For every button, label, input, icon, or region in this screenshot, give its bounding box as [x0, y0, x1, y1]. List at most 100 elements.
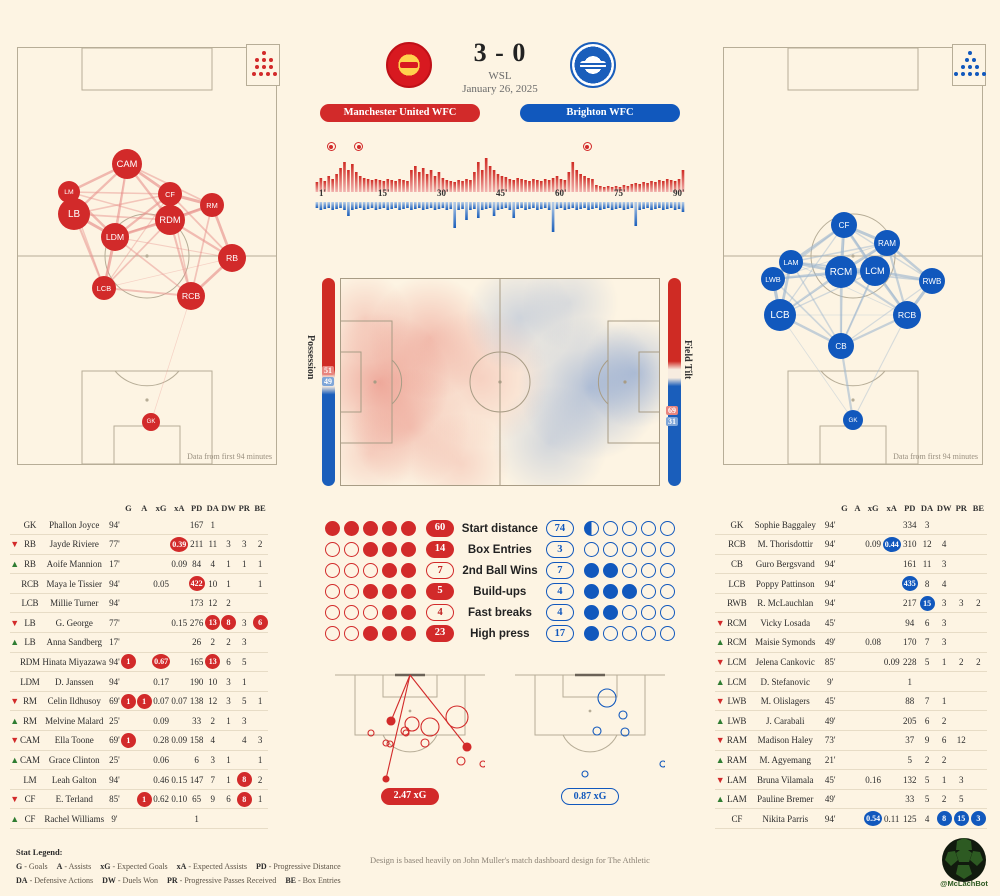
stat-be: 1	[252, 789, 268, 810]
table-row[interactable]: ▼ RB Jayde Riviere 77' 0.39 211 11 3 3 2	[10, 534, 268, 555]
table-row[interactable]: ▲ LB Anna Sandberg 17' 26 2 2 3	[10, 632, 268, 653]
comparison-dot	[363, 584, 378, 599]
table-row[interactable]: ▼ CAM Ella Toone 69' 1 0.28 0.09 158 4 4 3	[10, 730, 268, 751]
stat-g	[837, 632, 852, 653]
player-name: Anna Sandberg	[40, 632, 109, 653]
stat-pd: 228	[900, 652, 919, 673]
player-name: Maisie Symonds	[748, 632, 823, 653]
stat-xa: 0.44	[882, 534, 901, 555]
table-row[interactable]: LCB Millie Turner 94' 173 12 2	[10, 593, 268, 614]
comparison-label: 2nd Ball Wins	[462, 564, 538, 577]
stat-xg	[152, 808, 171, 829]
stat-be	[252, 710, 268, 732]
formation-dot	[961, 72, 965, 76]
table-header-pd: PD	[190, 503, 203, 513]
stat-da: 12	[204, 691, 221, 712]
table-header-spacer	[10, 503, 19, 515]
stat-be: 2	[969, 593, 987, 614]
sub-down-icon: ▼	[10, 612, 20, 634]
table-row[interactable]: ▲ RB Aoife Mannion 17' 0.09 84 4 1 1 1	[10, 554, 268, 575]
table-row[interactable]: ▲ RCM Maisie Symonds 49' 0.08 170 7 3	[715, 632, 987, 653]
comparison-dot	[363, 521, 378, 536]
minutes-played: 69'	[108, 691, 121, 712]
stat-xg	[152, 515, 171, 536]
comparison-dot	[603, 521, 618, 536]
table-header-xg: xG	[155, 503, 167, 513]
comparison-label: High press	[470, 627, 530, 640]
formation-dot	[975, 65, 979, 69]
table-row[interactable]: ▼ LB G. George 77' 0.15 276 13 8 3 6	[10, 612, 268, 634]
stat-pr	[236, 593, 253, 614]
field-tilt-away-value: 31	[666, 417, 678, 426]
stat-pd: 1	[900, 671, 919, 692]
table-row[interactable]: ▼ RAM Madison Haley 73' 37 9 6 12	[715, 730, 987, 751]
comparison-dot	[660, 542, 675, 557]
sub-down-icon: ▼	[715, 769, 726, 790]
stat-xa	[882, 573, 901, 594]
player-name: Poppy Pattinson	[748, 573, 823, 594]
stat-da: 4	[204, 730, 221, 751]
table-row[interactable]: ▲ RAM M. Agyemang 21' 5 2 2	[715, 750, 987, 771]
table-header-spacer	[822, 503, 838, 515]
network-node-rcb: RCB	[177, 282, 205, 310]
field-tilt-bar	[668, 278, 681, 486]
away-crest-icon	[570, 42, 616, 88]
table-row[interactable]: ▼ LWB M. Olislagers 45' 88 7 1	[715, 691, 987, 712]
stat-pr	[952, 534, 970, 555]
stat-a	[851, 769, 864, 790]
player-name: Nikita Parris	[748, 808, 823, 829]
stat-dw: 4	[935, 534, 953, 555]
table-row[interactable]: GK Sophie Baggaley 94' 334 3	[715, 515, 987, 536]
sub-down-icon: ▼	[715, 652, 726, 673]
table-row[interactable]: ▼ LAM Bruna Vilamala 45' 0.16 132 5 1 3	[715, 769, 987, 790]
comparison-dot	[344, 626, 359, 641]
table-row[interactable]: ▲ CAM Grace Clinton 25' 0.06 6 3 1 1	[10, 750, 268, 771]
stat-a	[851, 515, 864, 536]
stat-pr: 8	[236, 789, 253, 810]
stat-pd: 276	[188, 612, 205, 634]
table-row[interactable]: LM Leah Galton 94' 0.46 0.15 147 7 1 8 2	[10, 769, 268, 790]
network-node-rcm: RCM	[825, 256, 857, 288]
stat-a	[851, 593, 864, 614]
stat-dw: 1	[220, 769, 237, 790]
table-row[interactable]: CF Nikita Parris 94' 0.54 0.11 125 4 8 15 3	[715, 808, 987, 829]
player-name: Madison Haley	[748, 730, 823, 751]
table-row[interactable]: RCB M. Thorisdottir 94' 0.09 0.44 310 12 4	[715, 534, 987, 555]
table-row[interactable]: ▲ LCM D. Stefanovic 9' 1	[715, 671, 987, 692]
table-row[interactable]: ▼ RM Celin Ildhusoy 69' 1 1 0.07 0.07 138 12 3 5 1	[10, 691, 268, 712]
comparison-dot	[325, 563, 340, 578]
comparison-dot	[344, 542, 359, 557]
table-row[interactable]: GK Phallon Joyce 94' 167 1	[10, 515, 268, 536]
player-name: Guro Bergsvand	[748, 554, 823, 575]
player-position: LM	[19, 769, 41, 790]
comparison-dot	[622, 584, 637, 599]
stat-dw: 6	[220, 789, 237, 810]
comparison-dot	[382, 542, 397, 557]
table-row[interactable]: ▼ RCM Vicky Losada 45' 94 6 3	[715, 612, 987, 634]
table-row[interactable]: CB Guro Bergsvand 94' 161 11 3	[715, 554, 987, 575]
scoreline: 3 - 0	[473, 38, 527, 67]
network-node-ram: RAM	[874, 230, 900, 256]
legend-entry-da: DA - Defensive Actions	[16, 875, 94, 885]
table-row[interactable]: LDM D. Janssen 94' 0.17 190 10 3 1	[10, 671, 268, 692]
home-stat-value: 4	[426, 604, 455, 621]
table-row[interactable]: ▲ RM Melvine Malard 25' 0.09 33 2 1 3	[10, 710, 268, 732]
player-position: RCB	[725, 534, 749, 555]
minutes-played: 45'	[822, 769, 838, 790]
table-row[interactable]: RDM Hinata Miyazawa 94' 1 0.67 165 13 6 5	[10, 652, 268, 673]
formation-dot	[262, 58, 266, 62]
table-header-pr: PR	[955, 503, 967, 513]
comparison-dot	[584, 605, 600, 620]
table-row[interactable]: ▼ CF E. Terland 85' 1 0.62 0.10 65 9 6 8 1	[10, 789, 268, 810]
table-row[interactable]: RWB R. McLauchlan 94' 217 15 3 3 2	[715, 593, 987, 614]
stat-a	[851, 652, 864, 673]
away-network-note: Data from first 94 minutes	[893, 452, 978, 461]
table-row[interactable]: ▲ CF Rachel Williams 9' 1	[10, 808, 268, 829]
stat-be	[969, 612, 987, 634]
table-row[interactable]: ▲ LWB J. Carabali 49' 205 6 2	[715, 710, 987, 732]
table-row[interactable]: ▼ LCM Jelena Cankovic 85' 0.09 228 5 1 2 2	[715, 652, 987, 673]
table-row[interactable]: LCB Poppy Pattinson 94' 435 8 4	[715, 573, 987, 594]
table-row[interactable]: ▲ LAM Pauline Bremer 49' 33 5 2 5	[715, 789, 987, 810]
table-header-pr: PR	[238, 503, 250, 513]
table-row[interactable]: RCB Maya le Tissier 94' 0.05 422 10 1 1	[10, 573, 268, 594]
